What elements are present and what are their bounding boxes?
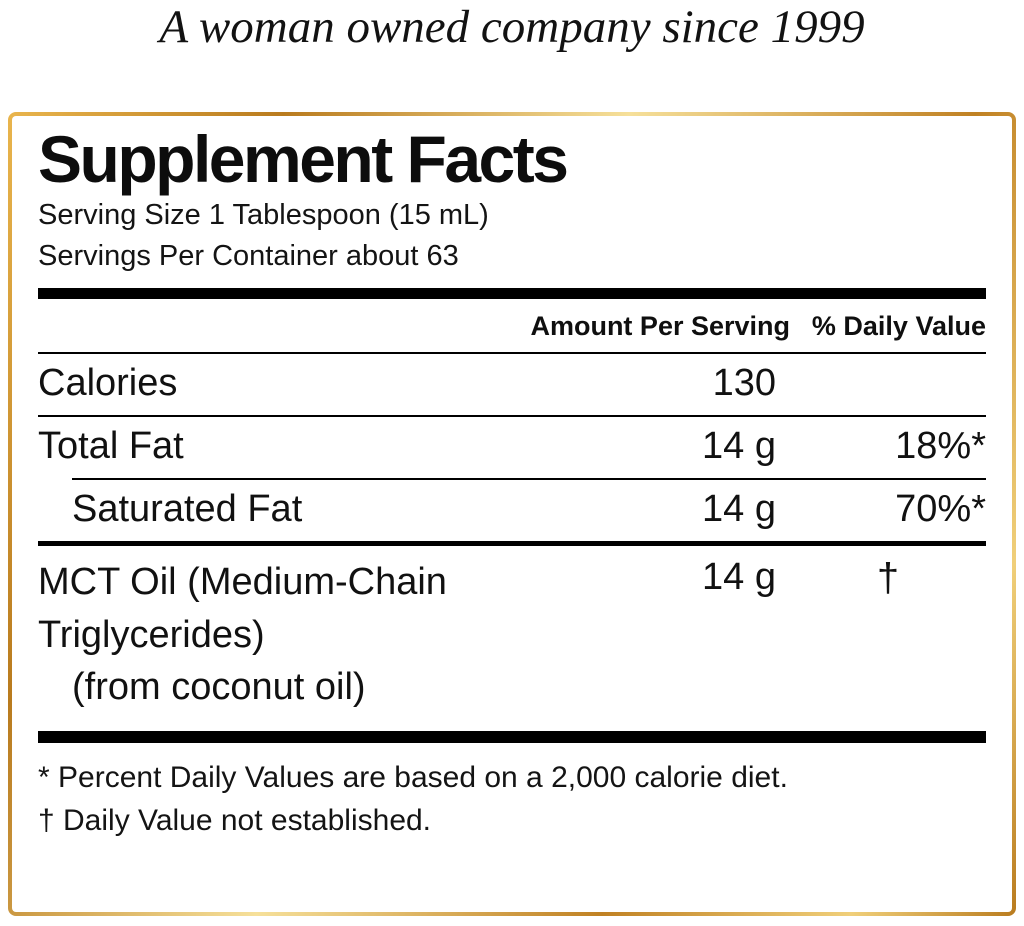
nutrient-name: Calories xyxy=(38,362,178,405)
nutrient-daily-value: 18%* xyxy=(895,425,986,468)
nutrient-amount: 14 g xyxy=(702,425,776,468)
company-tagline: A woman owned company since 1999 xyxy=(159,1,865,53)
ingredient-daily-value-dagger: † xyxy=(876,556,900,601)
supplement-facts-panel: Supplement Facts Serving Size 1 Tablespo… xyxy=(12,115,1012,912)
divider-under-saturated-fat xyxy=(38,541,986,547)
divider-thick-bottom xyxy=(38,731,986,744)
nutrient-name: Saturated Fat xyxy=(72,488,303,531)
footnote-daily-value-not-established: † Daily Value not established. xyxy=(38,804,432,838)
daily-value-header: % Daily Value xyxy=(811,311,986,342)
nutrient-daily-value: 70%* xyxy=(895,488,986,531)
nutrient-amount: 130 xyxy=(712,362,776,405)
serving-size-text: Serving Size 1 Tablespoon (15 mL) xyxy=(38,198,489,231)
ingredient-name-line-2: Triglycerides) xyxy=(38,613,265,656)
ingredient-name-line-1: MCT Oil (Medium-Chain xyxy=(38,561,447,604)
divider-under-total-fat xyxy=(72,478,986,481)
nutrient-row-calories: Calories 130 xyxy=(38,354,986,415)
nutrient-name: Total Fat xyxy=(38,425,184,468)
nutrient-row-saturated-fat: Saturated Fat 14 g 70%* xyxy=(38,480,986,541)
amount-per-serving-header: Amount Per Serving xyxy=(530,311,790,342)
gold-border-frame: Supplement Facts Serving Size 1 Tablespo… xyxy=(8,111,1016,916)
panel-title: Supplement Facts xyxy=(38,121,569,196)
nutrient-row-total-fat: Total Fat 14 g 18%* xyxy=(38,417,986,478)
ingredient-amount: 14 g xyxy=(702,556,776,599)
column-header-row: Amount Per Serving % Daily Value xyxy=(38,299,986,352)
ingredient-name-lines: MCT Oil (Medium-Chain Triglycerides) (fr… xyxy=(38,556,498,713)
divider-thick-top xyxy=(38,288,986,300)
divider-under-header xyxy=(38,352,986,355)
divider-under-calories xyxy=(38,415,986,418)
ingredient-row-mct-oil: MCT Oil (Medium-Chain Triglycerides) (fr… xyxy=(38,546,986,715)
ingredient-name-line-3: (from coconut oil) xyxy=(72,666,366,709)
footnote-percent-daily-values: * Percent Daily Values are based on a 2,… xyxy=(38,761,788,795)
servings-per-container-text: Servings Per Container about 63 xyxy=(38,239,459,272)
nutrient-amount: 14 g xyxy=(702,488,776,531)
footnotes-section: * Percent Daily Values are based on a 2,… xyxy=(38,743,986,842)
